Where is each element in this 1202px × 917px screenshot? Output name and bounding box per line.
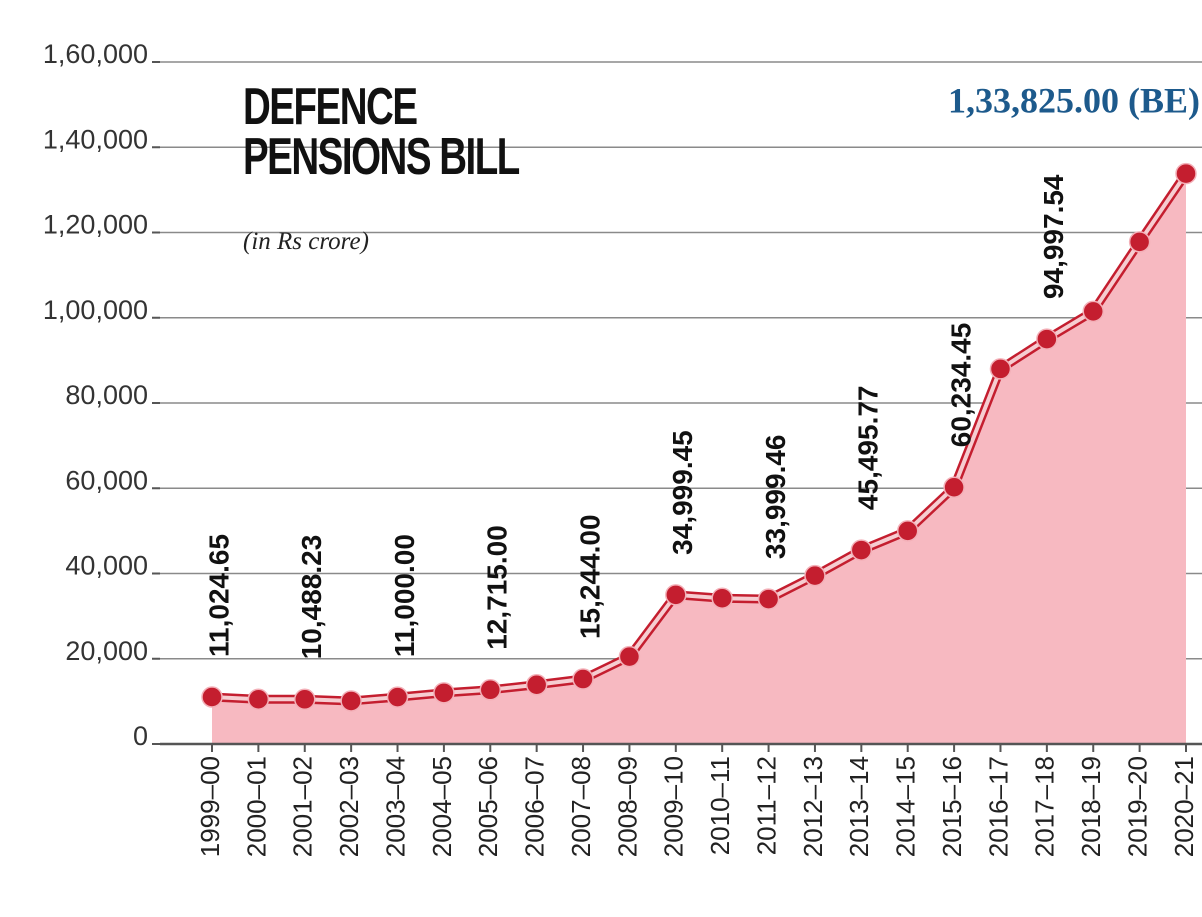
chart-subtitle: (in Rs crore) <box>243 228 369 255</box>
point <box>386 686 409 708</box>
point <box>618 645 641 668</box>
data-label: 1,33,825.00 (BE) <box>948 80 1200 120</box>
point <box>757 588 780 610</box>
point <box>201 686 223 708</box>
data-label: 34,999.45 <box>667 430 698 555</box>
point <box>479 679 502 701</box>
x-tick-label: 1999–00 <box>195 756 225 857</box>
x-tick-label: 2017–18 <box>1030 756 1060 857</box>
x-tick-label: 2003–04 <box>380 756 410 857</box>
y-tick-label: 1,60,000 <box>43 39 148 69</box>
x-tick-label: 2013–14 <box>844 756 874 857</box>
point <box>294 688 316 711</box>
data-label: 33,999.46 <box>760 434 791 559</box>
y-tick-label: 20,000 <box>65 636 148 666</box>
x-tick-label: 2007–08 <box>566 756 596 857</box>
point <box>943 476 965 499</box>
area <box>212 173 1186 745</box>
x-tick-label: 2012–13 <box>798 756 828 857</box>
x-tick-label: 2000–01 <box>241 756 271 857</box>
x-tick-label: 2010–11 <box>705 756 735 855</box>
data-label: 45,495.77 <box>853 385 884 510</box>
point <box>1175 162 1197 185</box>
point <box>1036 328 1058 350</box>
point <box>989 358 1012 380</box>
point <box>850 539 873 561</box>
point <box>1128 231 1151 253</box>
x-tick-label: 2006–07 <box>520 756 550 857</box>
y-tick-label: 80,000 <box>65 380 148 410</box>
x-tick-label: 2001–02 <box>288 756 318 857</box>
x-tick-label: 2018–19 <box>1076 756 1106 857</box>
point <box>525 674 548 696</box>
y-tick-label: 1,40,000 <box>43 124 148 154</box>
x-tick-label: 2014–15 <box>891 756 921 857</box>
data-label: 94,997.54 <box>1038 174 1069 299</box>
point <box>340 690 362 712</box>
point <box>1082 300 1104 323</box>
y-tick-label: 40,000 <box>65 551 148 581</box>
x-tick-label: 2015–16 <box>937 756 967 857</box>
y-tick-label: 0 <box>133 721 148 751</box>
chart-title: DEFENCE PENSIONS BILL <box>243 78 520 186</box>
line-inner <box>211 172 1188 703</box>
data-label: 10,488.23 <box>296 535 327 660</box>
x-tick-label: 2009–10 <box>659 756 689 857</box>
data-label: 60,234.45 <box>945 323 976 448</box>
data-label: 11,000.00 <box>389 534 420 657</box>
data-label: 12,715.00 <box>482 525 513 650</box>
point <box>247 688 270 710</box>
point <box>665 584 687 606</box>
x-tick-label: 2005–06 <box>473 756 503 857</box>
point <box>711 587 733 609</box>
point <box>433 682 455 704</box>
x-tick-label: 2002–03 <box>334 756 364 857</box>
data-label: 15,244.00 <box>574 514 605 639</box>
y-tick-label: 1,20,000 <box>43 210 148 240</box>
y-tick-label: 60,000 <box>65 465 148 495</box>
point <box>896 520 919 542</box>
x-tick-label: 2020–21 <box>1169 756 1199 857</box>
x-tick-label: 2019–20 <box>1122 756 1152 857</box>
point <box>804 564 826 587</box>
y-tick-label: 1,00,000 <box>43 295 148 325</box>
point <box>572 668 594 690</box>
x-tick-label: 2008–09 <box>612 756 642 857</box>
data-label: 11,024.65 <box>203 534 234 657</box>
x-tick-label: 2011–12 <box>751 756 781 855</box>
x-tick-label: 2004–05 <box>427 756 457 857</box>
x-tick-label: 2016–17 <box>983 756 1013 857</box>
